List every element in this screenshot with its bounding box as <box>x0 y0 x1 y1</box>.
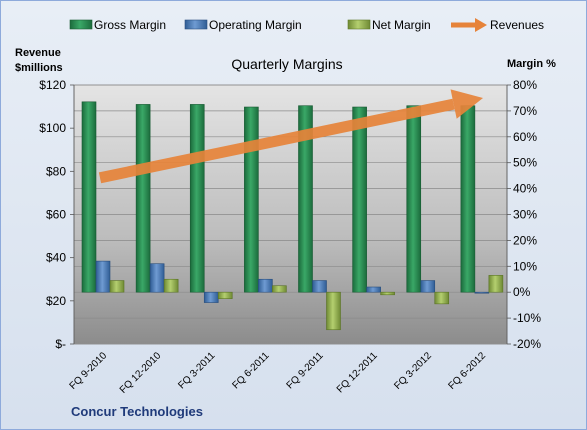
left-axis-ticks: $- $20 $40 $60 $80 $100 $120 <box>39 78 75 351</box>
gross-margin-bar <box>135 104 151 293</box>
legend-label-net-margin: Net Margin <box>372 18 431 32</box>
net-margin-bar <box>434 291 450 305</box>
gross-margin-bar <box>406 105 422 293</box>
gross-margin-bar <box>352 106 367 293</box>
left-tick-label: $40 <box>46 251 66 265</box>
operating-margin-bar <box>420 280 436 293</box>
operating-margin-bar <box>203 291 219 303</box>
revenue-arrow-shaft <box>98 98 455 184</box>
operating-margin-bar <box>95 260 111 293</box>
right-tick-label: 80% <box>513 78 537 92</box>
net-margin-bar <box>163 278 179 293</box>
left-axis-title-line2: $millions <box>15 62 63 74</box>
left-tick-label: $100 <box>39 121 66 135</box>
right-tick-label: 60% <box>513 130 537 144</box>
legend-swatch-gross-margin <box>69 19 93 30</box>
right-tick-label: 20% <box>513 233 537 247</box>
legend-swatch-net-margin <box>347 19 371 30</box>
right-tick-label: 70% <box>513 104 537 118</box>
net-margin-bar <box>109 280 125 293</box>
gross-margin-bar <box>298 105 313 293</box>
left-tick-label: $- <box>55 337 66 351</box>
right-tick-label: 10% <box>513 259 537 273</box>
legend-label-revenues: Revenues <box>490 18 544 32</box>
legend: Gross Margin Operating Margin Net Margin… <box>69 18 544 32</box>
category-label: FQ 9-2011 <box>285 350 326 391</box>
right-axis-ticks: -20% -10% 0% 10% 20% 30% 40% 50% 60% 70% 80% <box>506 78 541 351</box>
operating-margin-bar <box>258 278 273 293</box>
net-margin-bar <box>217 291 233 299</box>
left-tick-label: $80 <box>46 164 66 178</box>
operating-margin-bar <box>149 263 165 293</box>
gross-margin-bar <box>460 105 476 293</box>
gross-margin-bar <box>244 106 259 293</box>
revenue-arrowhead <box>450 89 483 119</box>
right-tick-label: -20% <box>513 337 541 351</box>
category-label: FQ 3-2012 <box>392 350 434 392</box>
category-label: FQ 3-2011 <box>176 350 217 391</box>
left-tick-label: $20 <box>46 294 66 308</box>
gross-margin-bar <box>189 104 205 293</box>
net-margin-bar <box>380 291 395 296</box>
gross-margin-bar <box>81 101 97 293</box>
left-axis-title-line1: Revenue <box>15 47 61 59</box>
operating-margin-bar <box>312 280 327 293</box>
chart-title: Quarterly Margins <box>231 56 342 72</box>
legend-label-operating-margin: Operating Margin <box>209 18 302 32</box>
operating-margin-bar <box>366 286 381 293</box>
legend-arrowhead-revenues <box>475 18 487 32</box>
right-axis-title: Margin % <box>507 58 556 70</box>
category-label: FQ 6-2011 <box>231 350 272 391</box>
revenue-trend <box>98 89 483 184</box>
net-margin-bar <box>326 291 341 331</box>
net-margin-bar <box>272 285 287 293</box>
right-tick-label: 40% <box>513 182 537 196</box>
category-label: FQ 12-2011 <box>335 350 380 395</box>
left-tick-label: $60 <box>46 208 66 222</box>
category-label: FQ 9-2010 <box>68 350 110 392</box>
bars <box>81 101 504 331</box>
right-tick-label: 30% <box>513 208 537 222</box>
left-tick-label: $120 <box>39 78 66 92</box>
category-label: FQ 12-2010 <box>118 350 164 396</box>
legend-swatch-operating-margin <box>184 19 208 30</box>
legend-label-gross-margin: Gross Margin <box>94 18 166 32</box>
right-tick-label: 0% <box>513 285 531 299</box>
right-tick-label: -10% <box>513 311 541 325</box>
company-name: Concur Technologies <box>71 404 203 419</box>
category-label: FQ 6-2012 <box>446 350 488 392</box>
net-margin-bar <box>488 275 504 293</box>
operating-margin-bar <box>474 291 490 294</box>
category-labels: FQ 9-2010 FQ 12-2010 FQ 3-2011 FQ 6-2011 FQ … <box>68 350 489 396</box>
right-tick-label: 50% <box>513 156 537 170</box>
